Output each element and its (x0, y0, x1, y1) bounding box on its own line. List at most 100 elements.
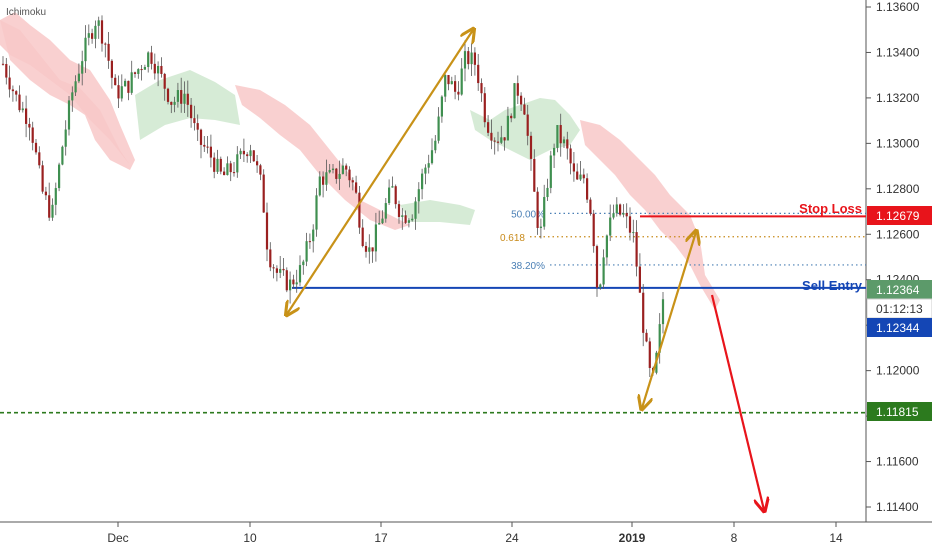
candle-bull (64, 129, 67, 147)
candle-bear (526, 114, 529, 136)
candle-bear (351, 180, 354, 183)
candle-bear (516, 83, 519, 96)
candle-bull (315, 195, 318, 230)
candle-bull (239, 150, 242, 155)
time-axis[interactable]: Dec 10 17 24 2019 8 14 (107, 522, 843, 545)
candle-bull (289, 279, 292, 291)
candle-bear (186, 93, 189, 105)
stop-loss-price: 1.12679 (876, 209, 920, 223)
candle-bear (259, 165, 262, 175)
candle-bull (605, 235, 608, 258)
candle-bear (272, 267, 275, 269)
sell-entry-label: Sell Entry (802, 278, 863, 293)
candle-bull (84, 37, 87, 62)
candle-bear (569, 148, 572, 164)
candle-bear (265, 212, 269, 250)
y-tick-label: 1.13400 (876, 45, 920, 59)
candle-bear (595, 246, 599, 288)
candle-bear (292, 279, 295, 285)
candle-bull (556, 125, 559, 148)
candle-bear (5, 64, 8, 78)
candle-bear (628, 216, 632, 233)
candle-bear (41, 165, 44, 192)
candle-bear (394, 186, 397, 205)
x-tick-label: 14 (829, 531, 843, 545)
candle-bull (632, 232, 635, 234)
candle-bear (282, 268, 285, 271)
candle-bull (279, 268, 282, 273)
candle-bear (638, 266, 641, 293)
candle-bull (302, 261, 305, 266)
candle-bull (147, 52, 150, 68)
candle-bull (368, 247, 371, 252)
candle-bull (427, 163, 430, 168)
price-axis[interactable]: 1.13600 1.13400 1.13200 1.13000 1.12800 1.126… (866, 0, 920, 514)
candle-bear (520, 95, 523, 105)
candle-bull (384, 203, 387, 219)
candle-bull (609, 217, 612, 236)
candle-bear (454, 81, 457, 92)
y-tick-label: 1.12800 (876, 182, 920, 196)
candle-bear (589, 199, 592, 214)
candle-bear (648, 341, 651, 368)
candle-bear (199, 129, 203, 145)
candle-bull (67, 100, 71, 130)
candle-bear (480, 83, 483, 94)
candle-bear (496, 141, 500, 143)
candle-bear (114, 77, 117, 86)
x-tick-label: Dec (107, 531, 128, 545)
candle-bear (153, 63, 156, 74)
candle-bull (338, 173, 341, 179)
candle-bull (157, 65, 160, 74)
candle-bear (473, 52, 476, 65)
candle-bear (490, 132, 493, 141)
candle-bull (411, 218, 414, 221)
candle-bull (176, 90, 179, 102)
candle-bull (87, 33, 90, 38)
trend-arrow (642, 232, 696, 408)
candlesticks (1, 15, 665, 378)
candle-bull (97, 20, 100, 26)
candle-bear (242, 150, 245, 155)
candle-bear (150, 52, 153, 64)
candle-bull (430, 150, 434, 164)
candle-bull (546, 187, 549, 198)
candle-bear (619, 204, 622, 215)
cloud-region (470, 98, 580, 160)
candle-bull (71, 92, 74, 101)
candle-bear (28, 123, 31, 128)
candle-bull (391, 186, 394, 188)
candle-bull (444, 75, 447, 97)
trend-arrow (710, 294, 764, 510)
candle-bear (34, 142, 38, 153)
fib-label: 50.00% (511, 209, 545, 220)
candle-bull (661, 299, 665, 325)
candle-bear (262, 174, 265, 213)
target-price-box (867, 402, 932, 421)
candle-bear (345, 165, 348, 170)
candle-bear (487, 122, 490, 133)
trade-levels (0, 215, 866, 414)
candle-bull (58, 164, 61, 189)
candle-bull (450, 81, 453, 85)
candle-bear (355, 182, 358, 193)
candle-bear (91, 33, 94, 39)
y-tick-label: 1.12600 (876, 227, 920, 241)
trend-arrow (287, 30, 473, 314)
candle-bear (335, 168, 338, 179)
stop-loss-label: Stop Loss (799, 201, 862, 216)
countdown: 01:12:13 (876, 302, 923, 316)
candle-bull (305, 241, 308, 262)
candle-bull (579, 174, 582, 180)
candle-bear (572, 163, 575, 172)
y-tick-label: 1.13200 (876, 91, 920, 105)
candle-bull (414, 201, 417, 219)
candle-bear (110, 60, 113, 78)
candle-bull (500, 137, 503, 143)
candle-bear (193, 118, 196, 124)
candle-bull (216, 158, 219, 172)
candle-bull (434, 140, 437, 151)
candle-bull (553, 147, 556, 156)
